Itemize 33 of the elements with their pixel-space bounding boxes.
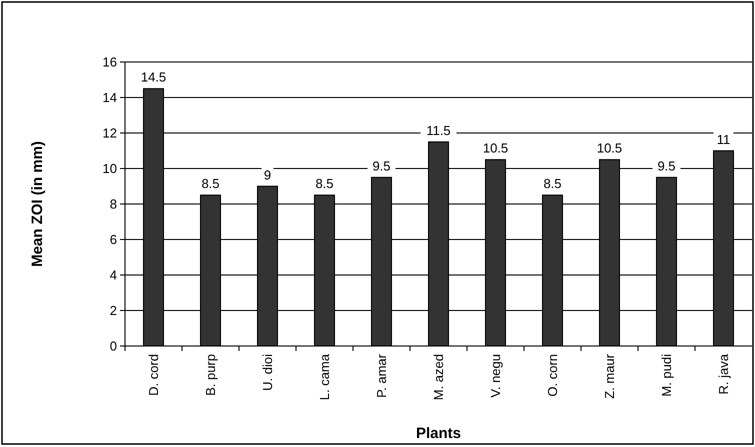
y-tick-label: 0: [110, 338, 117, 354]
y-axis-title: Mean ZOI (in mm): [29, 141, 46, 267]
data-label: 14.5: [140, 70, 166, 85]
x-axis-title: Plants: [416, 425, 462, 442]
y-tick-label: 16: [102, 54, 117, 70]
x-tick-label: B. purp: [203, 354, 218, 396]
x-tick-label: M. pudi: [659, 354, 674, 397]
x-tick-label: L. cama: [317, 353, 332, 400]
data-label: 9.5: [372, 158, 391, 174]
x-tick-label: O. corn: [545, 354, 560, 397]
x-tick-label: U. dioi: [260, 354, 276, 391]
data-label: 10.5: [482, 140, 508, 156]
data-label: 11.5: [426, 122, 451, 138]
y-tick-label: 8: [110, 196, 117, 212]
x-tick-label: D. cord: [146, 354, 162, 396]
y-tick-label: 14: [102, 90, 117, 106]
data-label: 9: [264, 167, 272, 182]
y-tick-label: 6: [110, 232, 117, 248]
y-tick-label: 12: [102, 126, 117, 141]
x-tick-label: V. negu: [488, 354, 504, 398]
x-tick-label: Z. maur: [602, 353, 618, 399]
data-label: 11: [716, 132, 730, 147]
data-label: 8.5: [201, 176, 220, 192]
x-tick-label: M. azed: [431, 354, 446, 400]
y-tick-label: 4: [110, 268, 117, 283]
x-tick-label: P. amar: [374, 353, 390, 398]
x-tick-label: R. java: [716, 353, 732, 394]
data-label: 8.5: [315, 176, 334, 192]
y-tick-label: 10: [102, 161, 117, 176]
data-label: 8.5: [543, 176, 562, 192]
y-tick-label: 2: [110, 303, 117, 318]
data-label: 9.5: [657, 158, 676, 174]
data-label: 10.5: [596, 140, 622, 156]
